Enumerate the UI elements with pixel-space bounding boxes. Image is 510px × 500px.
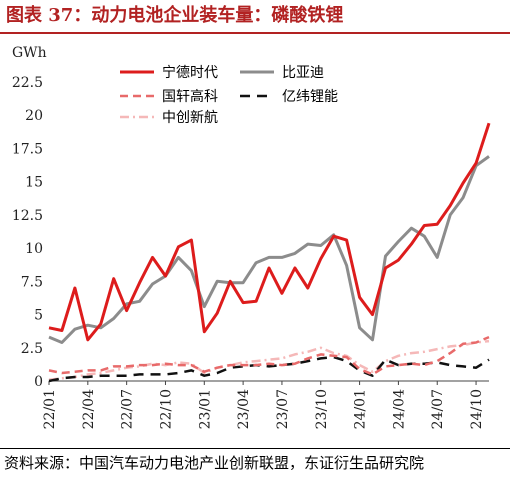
x-tick-label: 22/07 — [120, 389, 136, 429]
x-tick-label: 24/10 — [469, 389, 485, 429]
x-tick-label: 23/10 — [314, 389, 330, 429]
series-line-2 — [48, 155, 490, 344]
x-tick-label: 24/04 — [391, 389, 407, 429]
title-divider — [0, 32, 510, 34]
y-tick-label: 12.5 — [12, 208, 43, 224]
series-line-4 — [48, 355, 490, 383]
x-tick-label: 24/07 — [430, 389, 446, 429]
chart-title: 图表 37：动力电池企业装车量：磷酸铁锂 — [6, 5, 344, 26]
x-tick-label: 23/01 — [197, 389, 213, 429]
y-axis-unit: GWh — [12, 45, 47, 61]
x-tick-label: 22/04 — [81, 389, 97, 429]
x-tick-label: 23/04 — [236, 389, 252, 429]
x-tick-label: 24/01 — [353, 389, 369, 429]
line-chart: GWh 0 2.5 5 7.5 10 12.5 15 17.5 20 22.5 22/01 22/04 2… — [12, 45, 491, 429]
y-tick-label: 7.5 — [21, 274, 43, 290]
y-tick-label: 0 — [34, 374, 43, 390]
y-tick-label: 2.5 — [21, 341, 43, 357]
series-line-1 — [48, 122, 491, 342]
footer-divider — [0, 448, 510, 449]
x-tick-label: 23/07 — [275, 389, 291, 429]
x-tick-label: 22/01 — [42, 389, 58, 429]
legend-label: 宁德时代 — [162, 64, 218, 81]
source-note: 资料来源：中国汽车动力电池产业创新联盟，东证衍生品研究院 — [4, 454, 425, 472]
y-tick-label: 15 — [25, 175, 43, 191]
legend-label: 亿纬锂能 — [282, 89, 338, 105]
y-tick-label: 5 — [34, 308, 43, 324]
y-tick-label: 10 — [25, 241, 43, 257]
legend-label: 比亚迪 — [282, 65, 324, 81]
series-line-5 — [48, 339, 490, 381]
legend-label: 国轩高科 — [162, 88, 218, 105]
y-tick-label: 17.5 — [12, 141, 43, 157]
x-tick-label: 22/10 — [158, 389, 174, 429]
y-tick-label: 22.5 — [12, 75, 43, 91]
y-tick-label: 20 — [25, 108, 43, 124]
legend-label: 中创新航 — [162, 110, 218, 126]
series-line-3 — [48, 335, 490, 376]
